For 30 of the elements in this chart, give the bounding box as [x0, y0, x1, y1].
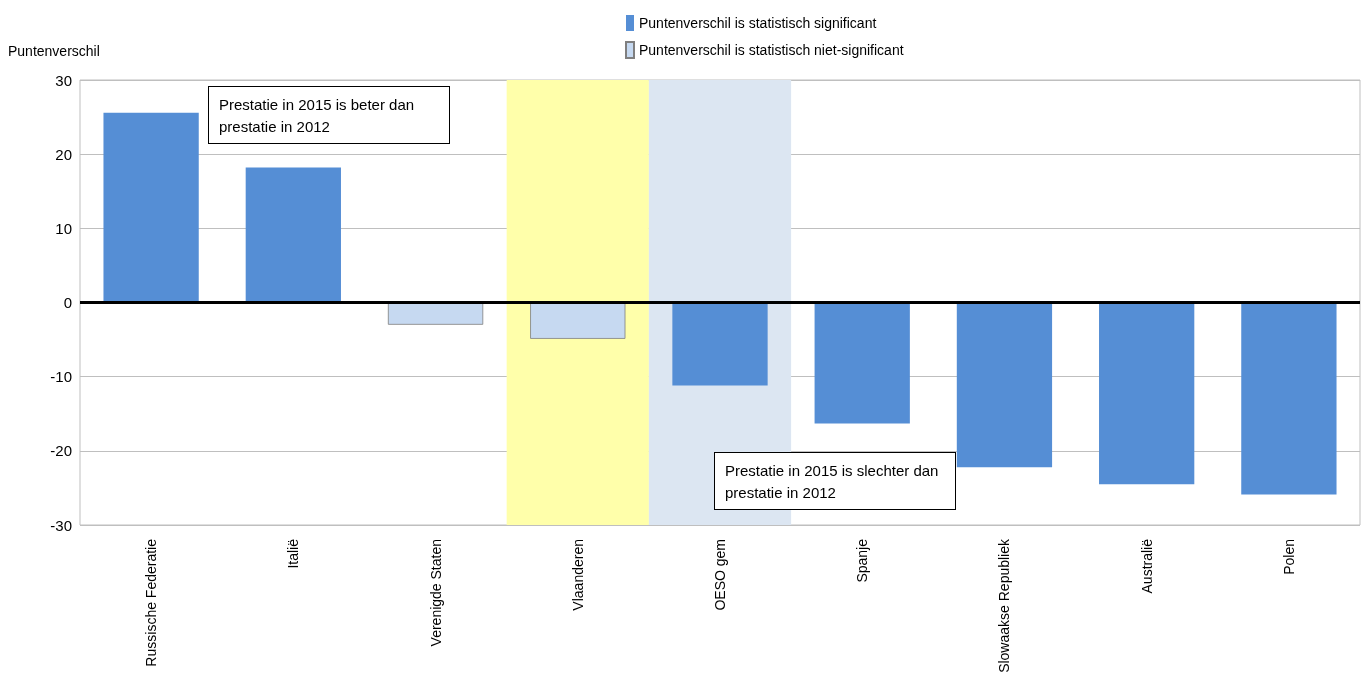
- annotation: Prestatie in 2015 is beter dan prestatie in 2012: [219, 95, 419, 135]
- x-tick-label: Russische Federatie: [143, 538, 160, 667]
- x-tick-label: Spanje: [854, 538, 871, 583]
- y-tick-label: -20: [50, 442, 72, 460]
- y-tick-label: -10: [50, 368, 72, 386]
- bar: [530, 302, 626, 339]
- y-tick-label: 0: [63, 294, 72, 311]
- y-tick-label: 30: [55, 71, 72, 89]
- x-tick-label: Slowaakse Republiek: [996, 538, 1013, 673]
- y-axis-title: Puntenverschil: [8, 43, 100, 59]
- y-tick-label: 20: [55, 145, 72, 163]
- bar: [245, 167, 341, 303]
- bar: [1241, 302, 1337, 495]
- legend-label: Puntenverschil is statistisch significant: [639, 15, 877, 31]
- x-tick-label: OESO gem: [712, 539, 728, 611]
- x-tick-label: Polen: [1280, 539, 1297, 575]
- annotation: Prestatie in 2015 is slechter dan prestatie in 2012: [725, 461, 943, 501]
- legend-label: Puntenverschil is statistisch niet-significant: [639, 42, 904, 58]
- bar: [103, 112, 199, 303]
- x-tick-label: Vlaanderen: [569, 539, 586, 611]
- bar: [672, 302, 768, 386]
- bar: [1099, 302, 1195, 485]
- bar: [956, 302, 1053, 468]
- bar: [814, 302, 910, 424]
- x-tick-label: Australië: [1138, 538, 1155, 594]
- x-tick-label: Italië: [285, 538, 302, 569]
- y-tick-label: 10: [55, 219, 72, 237]
- y-tick-label: -30: [50, 516, 72, 534]
- x-tick-label: Verenigde Staten: [427, 539, 444, 647]
- bar: [387, 302, 484, 325]
